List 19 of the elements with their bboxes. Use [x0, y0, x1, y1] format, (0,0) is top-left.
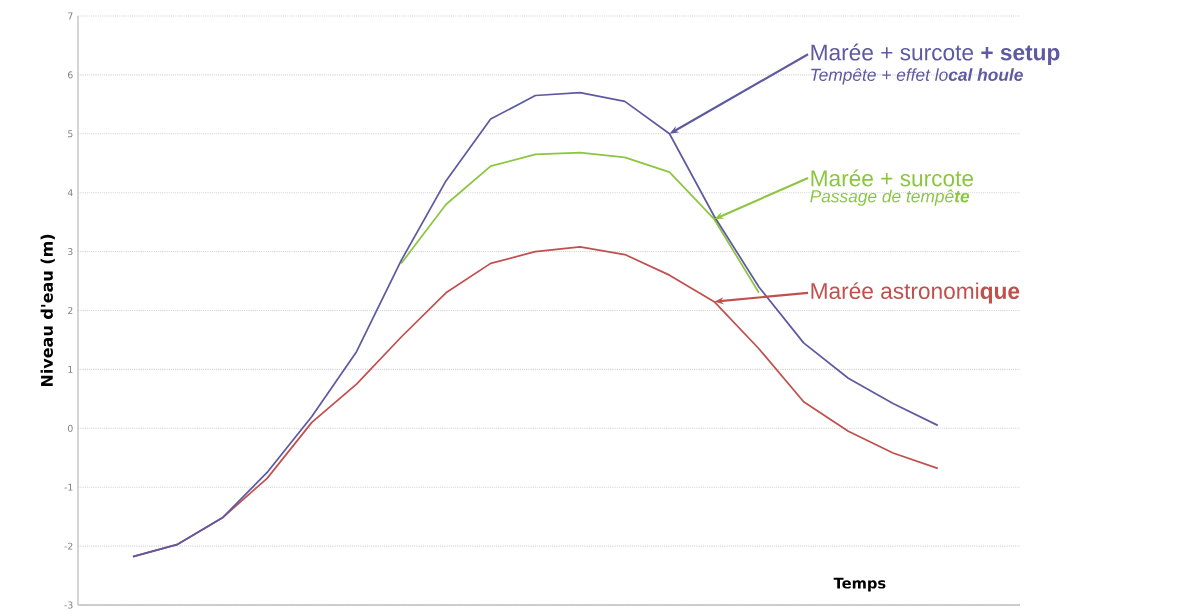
y-tick-label: 3 — [68, 248, 73, 256]
y-tick-label: 0 — [67, 424, 73, 432]
y-tick-label: 2 — [68, 307, 73, 314]
annotation: Passage de tempête — [810, 189, 970, 206]
text: Marée + surcote — [811, 169, 974, 187]
x-axis-title: Temps — [833, 577, 886, 592]
y-tick-label: -1 — [64, 483, 73, 491]
annotation: Tempête + effet local houle — [811, 68, 1023, 85]
line-series — [400, 151, 760, 294]
y-tick-label: -2 — [64, 542, 73, 550]
y-axis-title: Niveau d'eau (m) — [40, 234, 55, 387]
legend-label: Marée astronomique — [811, 282, 1020, 304]
y-tick-label: 7 — [68, 12, 73, 20]
y-tick-label: 4 — [67, 189, 73, 197]
y-tick-label: 1 — [68, 366, 73, 373]
y-tick-label: 5 — [68, 130, 73, 138]
y-tick-label: 6 — [68, 71, 73, 79]
y-tick-label: -3 — [64, 601, 73, 609]
text: Marée + surcote + setup — [811, 43, 1060, 65]
